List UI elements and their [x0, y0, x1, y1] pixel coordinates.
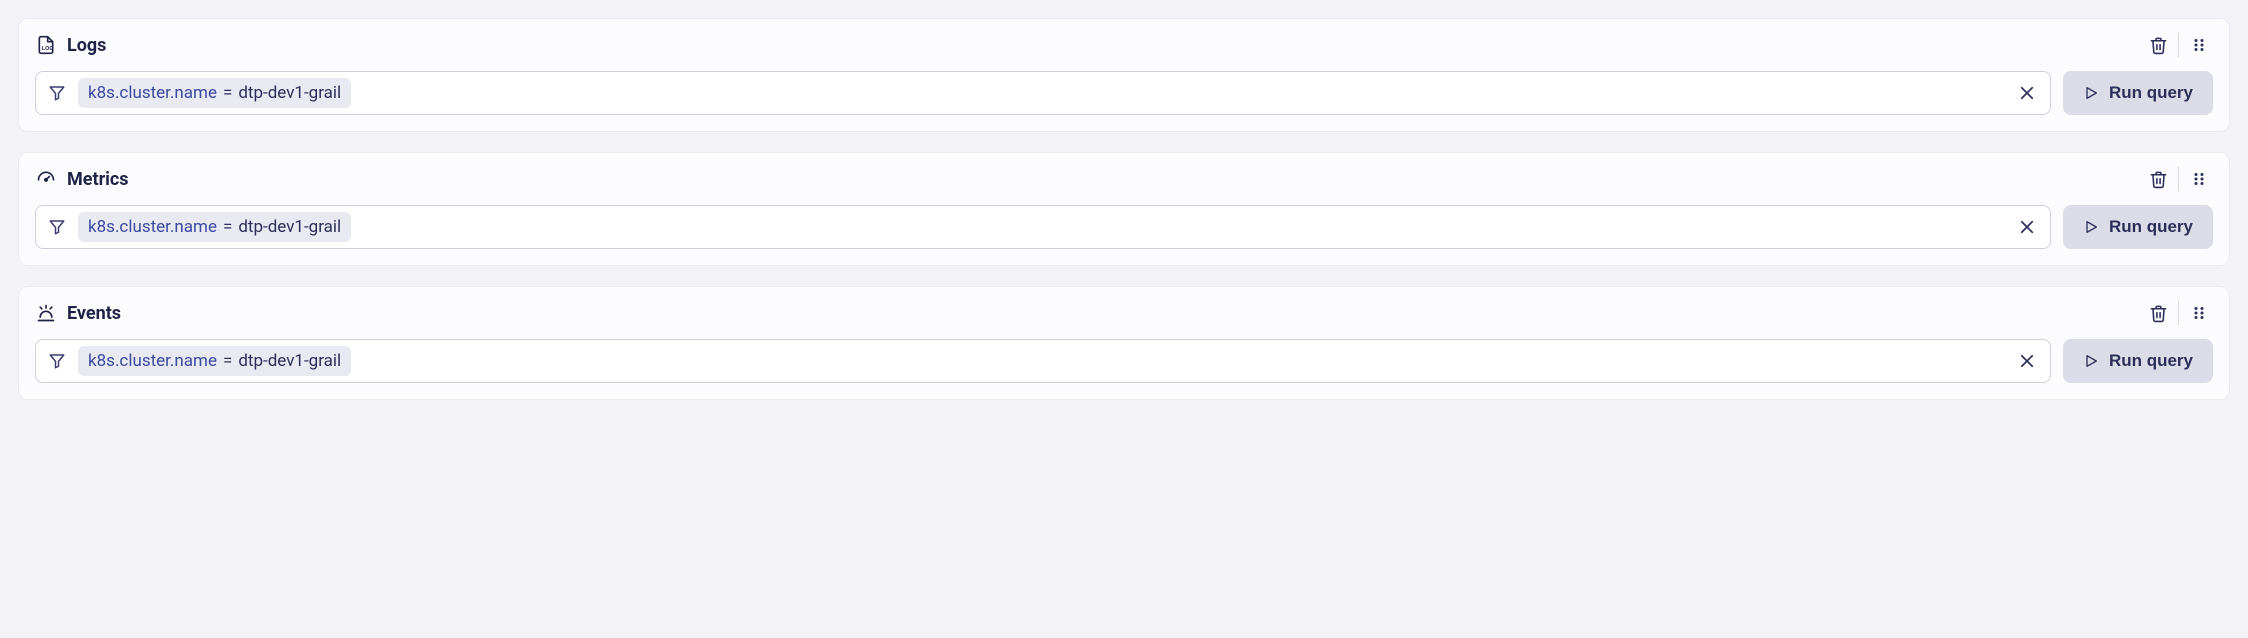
filter-op: =: [223, 82, 232, 104]
filter-key: k8s.cluster.name: [88, 216, 217, 238]
filter-value: dtp-dev1-grail: [238, 82, 341, 104]
panel-header: Events: [35, 299, 2213, 327]
header-divider: [2178, 33, 2179, 57]
more-options-button[interactable]: [2185, 31, 2213, 59]
run-query-button[interactable]: Run query: [2063, 71, 2213, 115]
delete-button[interactable]: [2144, 299, 2172, 327]
run-query-label: Run query: [2109, 217, 2193, 237]
filter-op: =: [223, 216, 232, 238]
query-input[interactable]: k8s.cluster.name = dtp-dev1-grail: [35, 71, 2051, 115]
query-row: k8s.cluster.name = dtp-dev1-grail Run qu…: [35, 205, 2213, 249]
header-divider: [2178, 167, 2179, 191]
run-query-label: Run query: [2109, 351, 2193, 371]
delete-button[interactable]: [2144, 165, 2172, 193]
filter-icon: [40, 210, 74, 244]
clear-filter-button[interactable]: [2012, 78, 2042, 108]
query-row: k8s.cluster.name = dtp-dev1-grail Run qu…: [35, 339, 2213, 383]
run-query-button[interactable]: Run query: [2063, 205, 2213, 249]
metrics-icon: [35, 168, 57, 190]
filter-chip[interactable]: k8s.cluster.name = dtp-dev1-grail: [78, 212, 351, 242]
panel-events: Events k8s: [18, 286, 2230, 400]
clear-filter-button[interactable]: [2012, 346, 2042, 376]
run-query-label: Run query: [2109, 83, 2193, 103]
delete-button[interactable]: [2144, 31, 2172, 59]
filter-key: k8s.cluster.name: [88, 350, 217, 372]
events-icon: [35, 302, 57, 324]
filter-key: k8s.cluster.name: [88, 82, 217, 104]
panel-header: LOG Logs: [35, 31, 2213, 59]
filter-chip[interactable]: k8s.cluster.name = dtp-dev1-grail: [78, 78, 351, 108]
run-query-button[interactable]: Run query: [2063, 339, 2213, 383]
query-row: k8s.cluster.name = dtp-dev1-grail Run qu…: [35, 71, 2213, 115]
query-input[interactable]: k8s.cluster.name = dtp-dev1-grail: [35, 339, 2051, 383]
filter-value: dtp-dev1-grail: [238, 216, 341, 238]
more-options-button[interactable]: [2185, 165, 2213, 193]
filter-chip[interactable]: k8s.cluster.name = dtp-dev1-grail: [78, 346, 351, 376]
header-divider: [2178, 301, 2179, 325]
svg-text:LOG: LOG: [42, 46, 54, 52]
panel-metrics: Metrics k8: [18, 152, 2230, 266]
panel-header: Metrics: [35, 165, 2213, 193]
panel-title: Metrics: [67, 169, 129, 190]
filter-icon: [40, 76, 74, 110]
panel-logs: LOG Logs: [18, 18, 2230, 132]
clear-filter-button[interactable]: [2012, 212, 2042, 242]
panel-title: Events: [67, 303, 121, 324]
filter-value: dtp-dev1-grail: [238, 350, 341, 372]
more-options-button[interactable]: [2185, 299, 2213, 327]
query-input[interactable]: k8s.cluster.name = dtp-dev1-grail: [35, 205, 2051, 249]
panel-title: Logs: [67, 35, 106, 56]
logs-icon: LOG: [35, 34, 57, 56]
filter-icon: [40, 344, 74, 378]
filter-op: =: [223, 350, 232, 372]
